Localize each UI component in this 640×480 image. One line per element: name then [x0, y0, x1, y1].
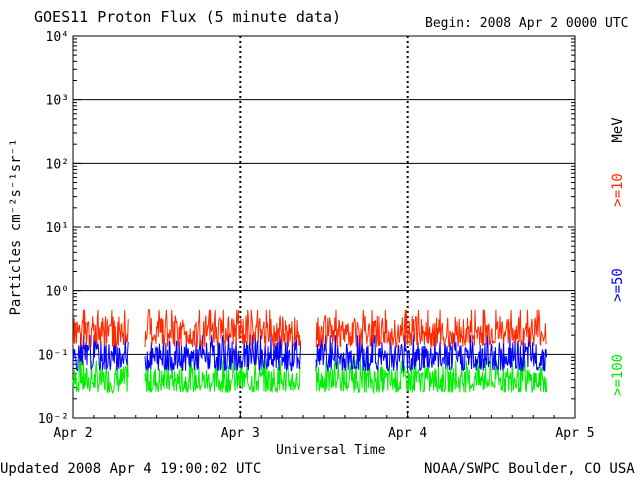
footer-credit: NOAA/SWPC Boulder, CO USA	[424, 461, 635, 477]
x-axis-label: Universal Time	[276, 443, 386, 458]
y-tick-label: 10²	[46, 157, 69, 172]
flux-series-line	[315, 360, 548, 395]
flux-series-line	[144, 309, 302, 349]
x-tick-label: Apr 5	[555, 426, 594, 441]
flux-series-line	[72, 360, 129, 395]
flux-series-line	[315, 334, 548, 372]
legend-label: >=10	[610, 173, 626, 207]
y-tick-label: 10⁻²	[38, 412, 69, 427]
flux-series-line	[144, 360, 301, 393]
chart-title: GOES11 Proton Flux (5 minute data)	[34, 8, 342, 26]
legend-label: >=100	[610, 354, 626, 396]
flux-series-line	[315, 309, 547, 349]
y-axis-label: Particles cm⁻²s⁻¹sr⁻¹	[8, 138, 24, 315]
y-tick-label: 10⁻¹	[38, 348, 69, 363]
flux-series-line	[72, 309, 129, 348]
x-tick-label: Apr 4	[388, 426, 427, 441]
y-tick-label: 10¹	[46, 221, 69, 236]
flux-series-line	[144, 335, 302, 373]
x-tick-label: Apr 2	[53, 426, 92, 441]
footer-updated: Updated 2008 Apr 4 19:00:02 UTC	[0, 461, 262, 477]
y-tick-label: 10⁰	[46, 285, 69, 300]
legend-label: >=50	[610, 268, 626, 302]
x-tick-label: Apr 3	[221, 426, 260, 441]
legend-unit: MeV	[610, 117, 626, 143]
flux-series-line	[72, 335, 129, 373]
y-tick-label: 10³	[46, 94, 69, 109]
begin-label: Begin: 2008 Apr 2 0000 UTC	[425, 16, 629, 31]
y-tick-label: 10⁴	[46, 30, 69, 45]
